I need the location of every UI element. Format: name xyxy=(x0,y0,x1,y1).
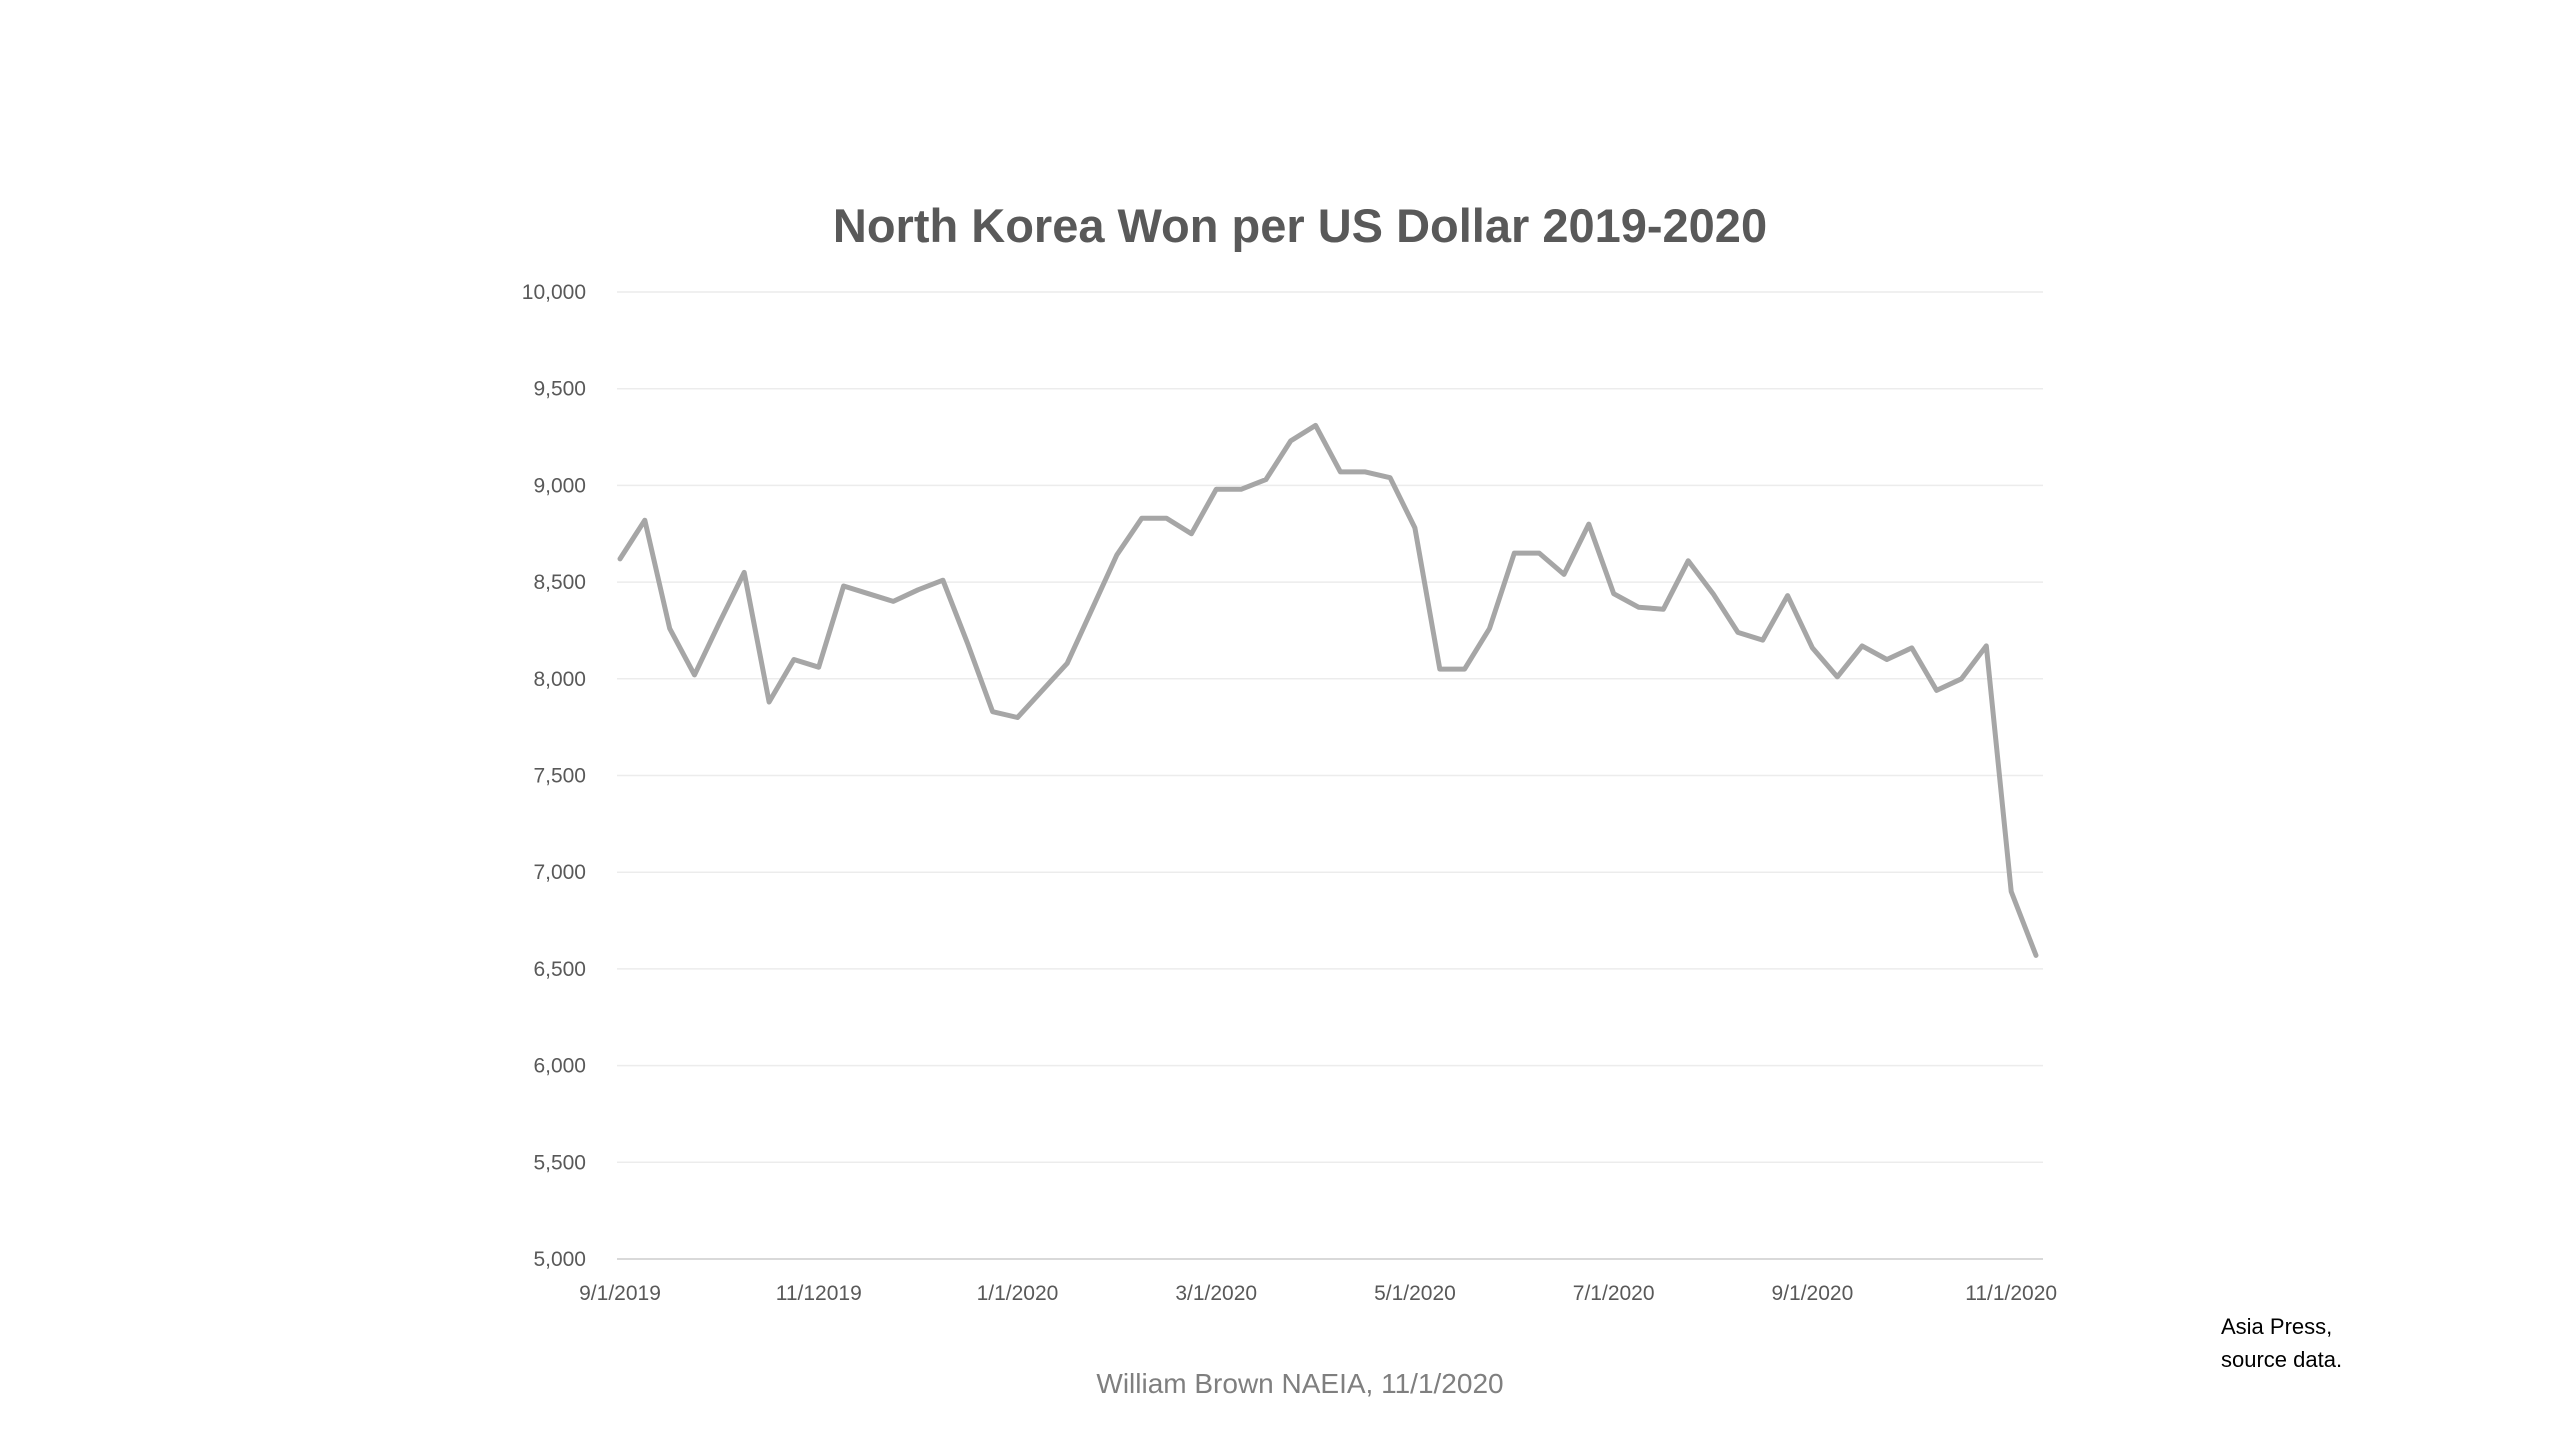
x-tick-label: 9/1/2019 xyxy=(579,1282,661,1305)
y-tick-label: 8,000 xyxy=(533,668,586,691)
chart-credit: William Brown NAEIA, 11/1/2020 xyxy=(1096,1368,1504,1399)
source-note: Asia Press, source data. xyxy=(2221,1310,2342,1376)
y-tick-label: 10,000 xyxy=(522,281,586,304)
x-tick-label: 5/1/2020 xyxy=(1374,1282,1456,1305)
y-tick-label: 9,000 xyxy=(533,474,586,497)
y-tick-label: 7,500 xyxy=(533,765,586,788)
y-tick-label: 8,500 xyxy=(533,571,586,594)
y-tick-label: 6,000 xyxy=(533,1055,586,1078)
x-tick-label: 1/1/2020 xyxy=(977,1282,1059,1305)
y-axis-ticks: 5,000 5,500 6,000 6,500 7,000 7,500 8,000 8,500… xyxy=(522,281,586,1271)
x-tick-label: 11/12019 xyxy=(776,1282,862,1305)
x-tick-label: 9/1/2020 xyxy=(1772,1282,1854,1305)
source-note-line-1: Asia Press, xyxy=(2221,1314,2333,1339)
y-tick-label: 9,500 xyxy=(533,378,586,401)
y-tick-label: 7,000 xyxy=(533,861,586,884)
grid-lines xyxy=(617,291,2043,1260)
x-tick-label: 7/1/2020 xyxy=(1573,1282,1655,1305)
chart-title: North Korea Won per US Dollar 2019-2020 xyxy=(833,199,1767,252)
x-tick-label: 3/1/2020 xyxy=(1175,1282,1257,1305)
series-line xyxy=(617,422,2039,958)
source-note-line-2: source data. xyxy=(2221,1347,2343,1372)
y-tick-label: 5,500 xyxy=(533,1151,586,1174)
y-tick-label: 5,000 xyxy=(533,1248,586,1271)
x-axis-ticks: 9/1/2019 11/12019 1/1/2020 3/1/2020 5/1/2020… xyxy=(579,1282,2057,1305)
x-tick-label: 11/1/2020 xyxy=(1965,1282,2057,1305)
y-tick-label: 6,500 xyxy=(533,958,586,981)
